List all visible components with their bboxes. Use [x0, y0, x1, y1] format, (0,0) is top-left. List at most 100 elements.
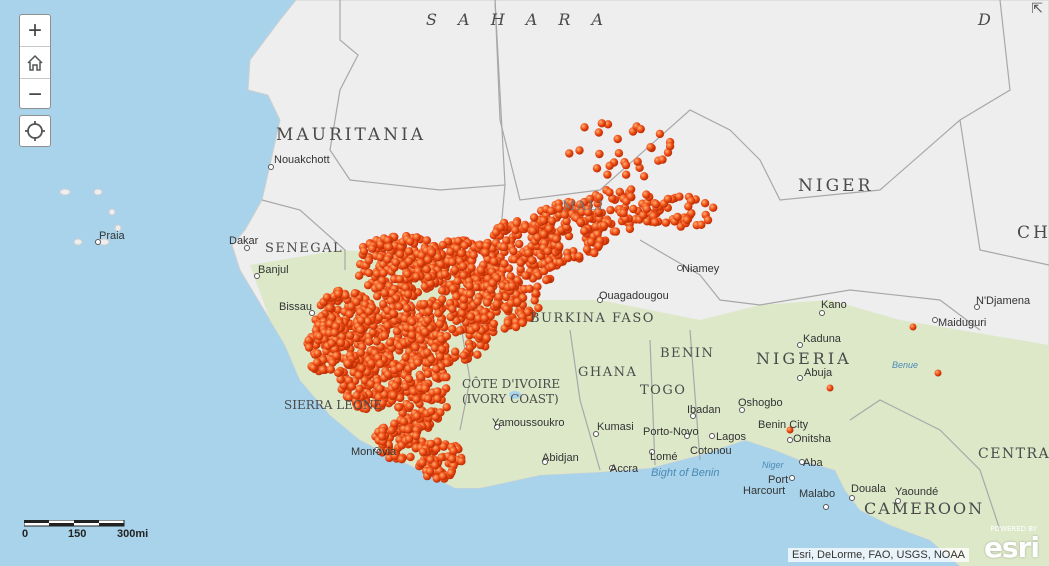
case-point[interactable]	[482, 334, 491, 343]
case-point[interactable]	[687, 209, 696, 218]
case-point[interactable]	[473, 297, 482, 306]
case-point[interactable]	[404, 434, 414, 444]
case-point[interactable]	[577, 207, 587, 217]
case-point[interactable]	[466, 312, 476, 321]
case-point[interactable]	[658, 155, 667, 164]
case-point[interactable]	[534, 303, 543, 313]
case-point[interactable]	[442, 332, 452, 341]
case-point[interactable]	[436, 408, 445, 417]
case-point[interactable]	[447, 454, 457, 464]
case-point[interactable]	[457, 249, 466, 258]
case-point[interactable]	[395, 363, 405, 372]
case-point[interactable]	[395, 275, 405, 284]
case-point[interactable]	[432, 474, 441, 483]
case-point[interactable]	[490, 257, 499, 266]
case-point[interactable]	[364, 337, 374, 346]
case-point[interactable]	[403, 269, 412, 279]
case-point[interactable]	[433, 394, 442, 403]
case-point[interactable]	[525, 284, 534, 293]
case-point[interactable]	[449, 446, 458, 456]
case-point[interactable]	[438, 240, 448, 250]
case-point[interactable]	[580, 123, 589, 132]
case-point[interactable]	[379, 299, 388, 309]
case-point[interactable]	[364, 307, 374, 316]
case-point[interactable]	[547, 206, 556, 216]
case-point[interactable]	[510, 255, 519, 264]
case-point[interactable]	[661, 218, 671, 227]
case-point[interactable]	[312, 358, 322, 367]
case-point[interactable]	[437, 453, 446, 462]
locate-button[interactable]	[19, 115, 51, 147]
case-point[interactable]	[512, 290, 521, 299]
case-point[interactable]	[374, 313, 384, 322]
case-point[interactable]	[383, 370, 393, 379]
case-point[interactable]	[411, 343, 420, 352]
case-point[interactable]	[533, 233, 542, 242]
case-point[interactable]	[567, 198, 576, 207]
case-point[interactable]	[304, 343, 314, 352]
case-point[interactable]	[379, 268, 388, 278]
case-point[interactable]	[426, 439, 436, 449]
case-point[interactable]	[391, 381, 400, 391]
case-point[interactable]	[586, 237, 596, 247]
case-point[interactable]	[395, 302, 404, 311]
case-point[interactable]	[389, 309, 398, 318]
case-point[interactable]	[539, 267, 549, 276]
case-point[interactable]	[401, 353, 410, 362]
case-point[interactable]	[555, 242, 564, 251]
case-point[interactable]	[459, 271, 468, 280]
case-point[interactable]	[560, 210, 569, 219]
case-point[interactable]	[454, 236, 463, 246]
case-point[interactable]	[518, 318, 527, 328]
case-point[interactable]	[397, 455, 406, 464]
case-point[interactable]	[511, 226, 520, 235]
case-point[interactable]	[521, 271, 530, 280]
case-point[interactable]	[575, 146, 584, 155]
case-point[interactable]	[402, 304, 412, 313]
case-point[interactable]	[516, 258, 525, 267]
case-point[interactable]	[433, 387, 442, 396]
case-point[interactable]	[403, 290, 413, 299]
case-point[interactable]	[565, 149, 574, 158]
case-point[interactable]	[452, 292, 461, 301]
case-point[interactable]	[380, 390, 389, 399]
case-point[interactable]	[334, 368, 343, 377]
case-point[interactable]	[563, 253, 573, 263]
case-point[interactable]	[353, 402, 362, 411]
case-point[interactable]	[412, 272, 421, 281]
case-point[interactable]	[336, 338, 346, 347]
case-point[interactable]	[442, 372, 451, 382]
case-point[interactable]	[594, 241, 603, 250]
case-point[interactable]	[447, 468, 456, 478]
case-point[interactable]	[427, 248, 437, 257]
case-point[interactable]	[426, 455, 435, 464]
case-point[interactable]	[593, 229, 602, 239]
case-point[interactable]	[404, 425, 413, 434]
case-point[interactable]	[431, 373, 441, 382]
case-point[interactable]	[448, 257, 457, 267]
case-point[interactable]	[473, 350, 482, 359]
case-point[interactable]	[389, 391, 398, 400]
case-point[interactable]	[412, 412, 422, 421]
case-point[interactable]	[909, 323, 917, 331]
case-point[interactable]	[345, 331, 355, 340]
case-point[interactable]	[625, 224, 635, 234]
case-point[interactable]	[449, 284, 458, 293]
case-point[interactable]	[377, 432, 387, 441]
case-point[interactable]	[435, 352, 445, 361]
case-point[interactable]	[405, 401, 415, 411]
case-point[interactable]	[412, 425, 421, 435]
case-point[interactable]	[552, 234, 561, 244]
case-point[interactable]	[555, 204, 564, 213]
case-point[interactable]	[651, 199, 661, 209]
case-point[interactable]	[325, 303, 335, 313]
case-point[interactable]	[529, 213, 539, 222]
case-point[interactable]	[555, 258, 565, 267]
case-point[interactable]	[357, 364, 366, 373]
case-point[interactable]	[404, 374, 414, 384]
case-point[interactable]	[411, 431, 421, 441]
case-point[interactable]	[333, 305, 343, 314]
case-point[interactable]	[380, 331, 389, 340]
case-point[interactable]	[432, 302, 441, 311]
